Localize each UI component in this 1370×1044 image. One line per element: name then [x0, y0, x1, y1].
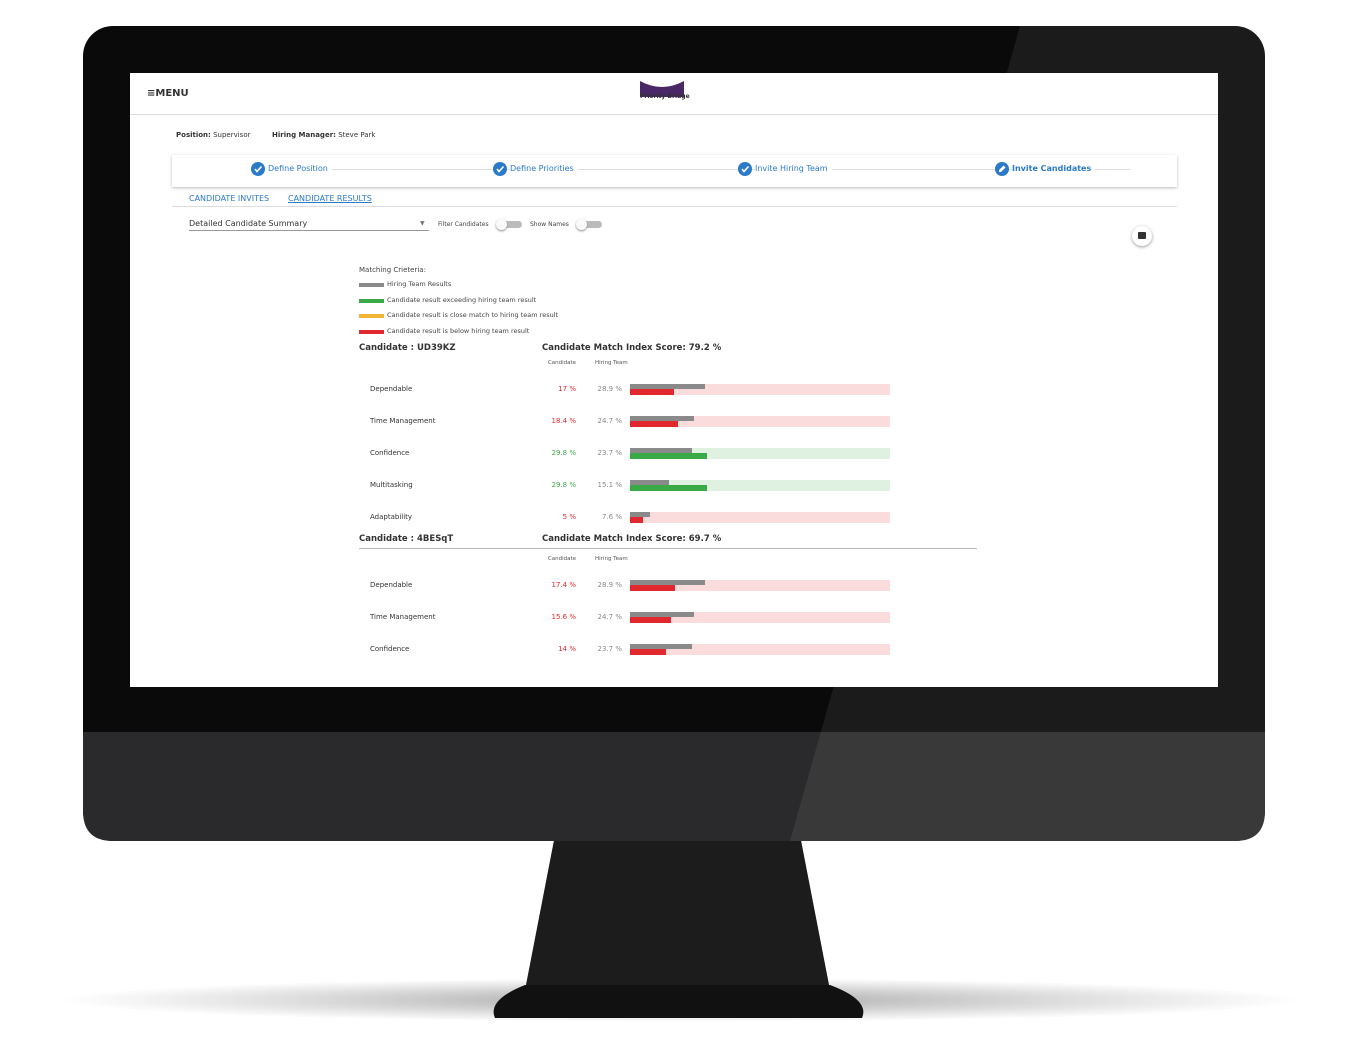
stand — [525, 835, 830, 990]
screen: ≡MENU Priority Bridge Position: Supervis… — [130, 73, 1218, 687]
bar-track — [630, 480, 890, 491]
row-label: Time Management — [370, 417, 436, 425]
legend-label: Candidate result is below hiring team re… — [387, 327, 530, 336]
stand-base — [493, 985, 864, 1018]
label: Position: — [176, 131, 211, 139]
step-icon — [738, 162, 752, 176]
toggle-label: Filter Candidates — [438, 221, 489, 228]
row-label: Confidence — [370, 645, 410, 653]
label: Hiring Manager: — [272, 131, 336, 139]
match-score: Candidate Match Index Score: 79.2 % — [542, 343, 722, 353]
candidate-value: 5 % — [562, 513, 576, 521]
chin — [83, 732, 1265, 841]
candidate-bar — [630, 585, 676, 591]
candidate-value: 18.4 % — [551, 417, 576, 425]
legend-title: Matching Crieteria: — [359, 266, 426, 274]
team-value: 23.7 % — [597, 645, 622, 653]
dropdown-arrow: ▼ — [420, 220, 425, 227]
dropdown[interactable]: Detailed Candidate Summary — [189, 219, 429, 231]
bar-track — [630, 416, 890, 427]
team-value: 28.9 % — [597, 581, 622, 589]
candidate-bar — [630, 453, 708, 459]
legend-swatch — [359, 330, 384, 335]
step-label[interactable]: Define Position — [268, 164, 332, 173]
tab-active[interactable]: CANDIDATE RESULTS — [288, 194, 372, 203]
candidate-bar — [630, 617, 671, 623]
legend-label: Hiring Team Results — [387, 280, 452, 288]
team-value: 15.1 % — [597, 481, 622, 489]
bar-track — [630, 448, 890, 459]
bar-track — [630, 384, 890, 395]
candidate-bar — [630, 485, 708, 491]
candidate-name: Candidate : 4BESqT — [359, 534, 454, 544]
team-bar — [630, 480, 670, 485]
toggle[interactable] — [576, 219, 602, 230]
candidate-bar — [630, 517, 643, 523]
column-header: Hiring Team — [595, 556, 628, 562]
legend-label: Candidate result is close match to hirin… — [387, 311, 559, 320]
bar-track — [630, 512, 890, 523]
column-header: Candidate — [547, 360, 576, 366]
legend-label: Candidate result exceeding hiring team r… — [387, 295, 537, 304]
team-value: 23.7 % — [597, 449, 622, 457]
tab[interactable]: CANDIDATE INVITES — [189, 194, 270, 203]
candidate-bar — [630, 421, 678, 427]
candidate-name: Candidate : UD39KZ — [359, 343, 456, 353]
team-bar — [630, 384, 706, 389]
logo-mark — [640, 81, 684, 97]
team-bar — [630, 612, 695, 617]
row-label: Confidence — [370, 449, 410, 457]
candidate-bar — [630, 649, 667, 655]
step-label[interactable]: Define Priorities — [510, 164, 578, 173]
step-line — [280, 169, 1130, 170]
candidate-value: 14 % — [558, 645, 576, 653]
bar-track — [630, 612, 890, 623]
step-icon — [493, 162, 507, 176]
team-bar — [630, 448, 692, 453]
header-line — [130, 114, 1218, 115]
row-label: Dependable — [370, 581, 413, 589]
step-icon — [995, 162, 1009, 176]
menu[interactable]: ≡MENU — [147, 88, 189, 99]
team-value: 28.9 % — [597, 385, 622, 393]
legend-swatch — [359, 298, 384, 303]
column-header: Hiring Team — [595, 360, 628, 366]
legend-swatch — [359, 314, 384, 319]
tab-line — [172, 206, 1177, 207]
bar-track — [630, 644, 890, 655]
team-bar — [630, 644, 692, 649]
row-label: Multitasking — [370, 481, 413, 489]
match-score: Candidate Match Index Score: 69.7 % — [542, 534, 722, 544]
candidate-value: 29.8 % — [551, 481, 576, 489]
team-value: 7.6 % — [601, 513, 622, 521]
row-label: Time Management — [370, 613, 436, 621]
toggle-label: Show Names — [530, 221, 569, 228]
candidate-value: 17.4 % — [551, 581, 576, 589]
candidate-value: 17 % — [558, 385, 576, 393]
value: Steve Park — [338, 131, 376, 139]
candidate-value: 29.8 % — [551, 449, 576, 457]
stepper — [172, 155, 1177, 187]
pdf-button[interactable] — [1132, 226, 1152, 246]
toggle[interactable] — [496, 219, 522, 230]
team-bar — [630, 580, 706, 585]
team-bar — [630, 416, 695, 421]
column-header: Candidate — [547, 556, 576, 562]
legend-swatch — [359, 283, 384, 287]
step-icon — [251, 162, 265, 176]
team-value: 24.7 % — [597, 613, 622, 621]
value: Supervisor — [213, 131, 251, 139]
bar-track — [630, 580, 890, 591]
row-label: Dependable — [370, 385, 413, 393]
logo: Priority Bridge — [640, 93, 690, 100]
step-label[interactable]: Invite Hiring Team — [755, 164, 832, 173]
team-bar — [630, 512, 650, 517]
team-value: 24.7 % — [597, 417, 622, 425]
divider — [359, 548, 977, 549]
row-label: Adaptability — [370, 513, 413, 521]
candidate-bar — [630, 389, 675, 395]
step-label[interactable]: Invite Candidates — [1012, 164, 1096, 173]
candidate-value: 15.6 % — [551, 613, 576, 621]
